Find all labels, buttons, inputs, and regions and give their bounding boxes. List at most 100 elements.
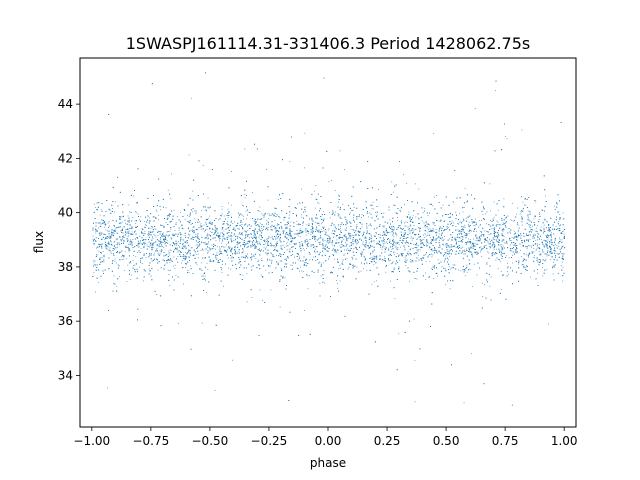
data-point <box>396 253 398 254</box>
data-point <box>182 239 184 241</box>
data-point <box>251 241 253 243</box>
data-point <box>425 244 427 246</box>
data-point <box>301 214 302 216</box>
data-point <box>467 241 468 242</box>
data-point <box>388 248 390 250</box>
data-point <box>177 323 179 324</box>
data-point <box>130 239 131 241</box>
data-point <box>414 359 416 361</box>
data-point <box>259 230 260 232</box>
data-point <box>476 222 477 224</box>
data-point <box>510 219 512 221</box>
data-point <box>511 237 513 238</box>
data-point <box>334 211 336 213</box>
data-point <box>277 199 279 200</box>
data-point <box>562 230 564 232</box>
data-point <box>337 242 339 244</box>
data-point <box>128 243 130 245</box>
data-point <box>247 253 248 255</box>
data-point <box>300 266 301 268</box>
data-point <box>510 240 512 241</box>
data-point <box>352 217 354 219</box>
data-point <box>387 221 389 223</box>
data-point <box>528 245 530 247</box>
data-point <box>538 233 539 235</box>
data-point <box>216 252 218 254</box>
data-point <box>121 256 123 258</box>
data-point <box>537 272 538 274</box>
data-point <box>480 231 482 232</box>
data-point <box>302 224 304 226</box>
data-point <box>200 228 202 230</box>
data-point <box>461 246 463 248</box>
data-point <box>95 232 97 234</box>
data-point <box>429 260 431 262</box>
data-point <box>163 235 165 237</box>
data-point <box>399 259 401 261</box>
data-point <box>286 243 287 245</box>
data-point <box>408 214 410 215</box>
data-point <box>427 232 429 234</box>
data-point <box>506 267 508 269</box>
data-point <box>196 264 198 266</box>
data-point <box>530 224 532 226</box>
data-point <box>384 240 385 242</box>
data-point <box>221 213 223 215</box>
data-point <box>464 224 466 226</box>
data-point <box>201 275 203 277</box>
data-point <box>398 268 399 270</box>
data-point <box>214 257 216 259</box>
data-point <box>166 231 168 233</box>
data-point <box>318 225 320 226</box>
data-point <box>447 259 449 261</box>
data-point <box>310 229 312 231</box>
data-point <box>503 274 505 276</box>
data-point <box>410 237 412 239</box>
data-point <box>275 236 277 238</box>
data-point <box>494 226 496 228</box>
data-point <box>179 255 181 257</box>
data-point <box>376 214 378 216</box>
data-point <box>287 221 289 223</box>
data-point <box>209 215 211 217</box>
data-point <box>145 225 147 226</box>
data-point <box>511 220 513 221</box>
data-point <box>482 214 484 215</box>
data-point <box>149 254 151 256</box>
data-points <box>92 72 566 406</box>
data-point <box>500 246 502 247</box>
data-point <box>323 211 324 213</box>
data-point <box>120 236 122 238</box>
data-point <box>436 195 437 196</box>
data-point <box>215 256 217 258</box>
data-point <box>250 246 252 248</box>
data-point <box>413 225 415 226</box>
data-point <box>340 267 341 269</box>
data-point <box>329 217 331 219</box>
data-point <box>513 220 514 222</box>
data-point <box>306 224 308 226</box>
data-point <box>268 215 270 217</box>
data-point <box>289 231 291 233</box>
data-point <box>521 129 523 131</box>
data-point <box>535 249 537 251</box>
data-point <box>511 202 513 204</box>
data-point <box>346 238 347 240</box>
data-point <box>135 211 137 212</box>
data-point <box>517 224 519 226</box>
data-point <box>241 224 243 225</box>
data-point <box>377 242 379 244</box>
data-point <box>373 255 375 257</box>
data-point <box>129 279 131 280</box>
data-point <box>394 254 395 256</box>
data-point <box>136 245 138 247</box>
data-point <box>279 260 281 262</box>
data-point <box>383 244 385 246</box>
data-point <box>361 226 363 228</box>
data-point <box>111 252 113 254</box>
data-point <box>427 227 429 229</box>
data-point <box>438 246 439 248</box>
data-point <box>551 252 553 254</box>
data-point <box>165 207 167 209</box>
data-point <box>452 264 454 266</box>
